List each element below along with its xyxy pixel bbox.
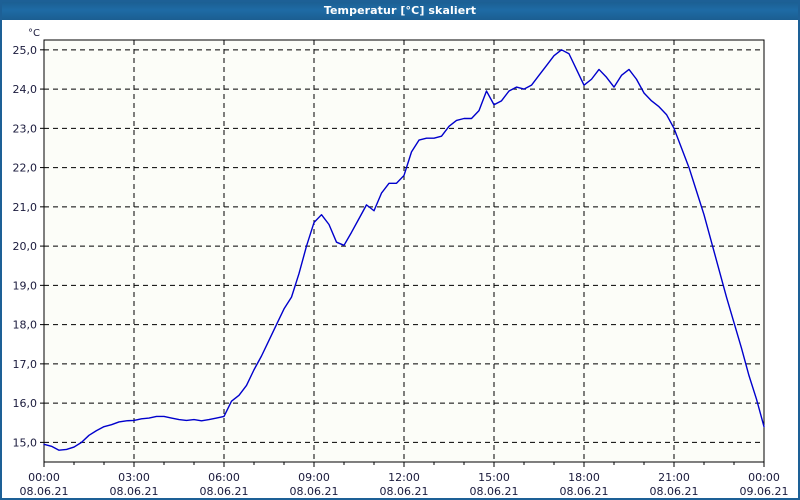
x-tick-label-date: 08.06.21 (20, 485, 69, 498)
x-tick-label-time: 00:00 (28, 471, 60, 484)
x-tick-label-time: 00:00 (748, 471, 780, 484)
x-tick-label-time: 21:00 (658, 471, 690, 484)
x-tick-label-time: 03:00 (118, 471, 150, 484)
y-tick-label: 21,0 (13, 201, 38, 214)
y-tick-label: 15,0 (13, 436, 38, 449)
x-axis-tick-labels: 00:0008.06.2103:0008.06.2106:0008.06.210… (20, 471, 789, 498)
x-tick-label-date: 08.06.21 (110, 485, 159, 498)
x-tick-label-time: 06:00 (208, 471, 240, 484)
window-title-text: Temperatur [°C] skaliert (323, 4, 477, 17)
x-tick-label-date: 08.06.21 (560, 485, 609, 498)
temperature-series-line (43, 49, 765, 451)
y-tick-label: 23,0 (13, 122, 38, 135)
chart-plot-container: 25,0 24,0 23,0 22,0 21,0 20,0 19,0 18,0 17,0 16,0… (2, 22, 798, 498)
x-tick-label-time: 15:00 (478, 471, 510, 484)
x-tick-label-date: 08.06.21 (200, 485, 249, 498)
x-tick-label-date: 08.06.21 (470, 485, 519, 498)
x-tick-label-date: 09.06.21 (740, 485, 789, 498)
y-tick-label: 18,0 (13, 319, 38, 332)
y-tick-label: 22,0 (13, 162, 38, 175)
y-tick-label: 20,0 (13, 240, 38, 253)
x-tick-label-time: 12:00 (388, 471, 420, 484)
y-tick-label: 17,0 (13, 358, 38, 371)
x-axis-tick-marks (43, 462, 765, 467)
window-title-bar: Temperatur [°C] skaliert (2, 2, 798, 20)
x-tick-label-time: 09:00 (298, 471, 330, 484)
x-tick-label-date: 08.06.21 (290, 485, 339, 498)
x-tick-label-time: 18:00 (568, 471, 600, 484)
vertical-gridlines (133, 40, 675, 462)
y-axis-unit-label: °C (28, 28, 40, 39)
y-tick-label: 24,0 (13, 83, 38, 96)
temperature-line-chart: 25,0 24,0 23,0 22,0 21,0 20,0 19,0 18,0 17,0 16,0… (2, 22, 798, 498)
x-tick-label-date: 08.06.21 (380, 485, 429, 498)
y-tick-label: 19,0 (13, 279, 38, 292)
y-axis-tick-labels: 25,0 24,0 23,0 22,0 21,0 20,0 19,0 18,0 17,0 16,0… (13, 44, 38, 450)
x-tick-label-date: 08.06.21 (650, 485, 699, 498)
y-axis-tick-marks (40, 49, 44, 443)
y-tick-label: 25,0 (13, 44, 38, 57)
y-tick-label: 16,0 (13, 397, 38, 410)
